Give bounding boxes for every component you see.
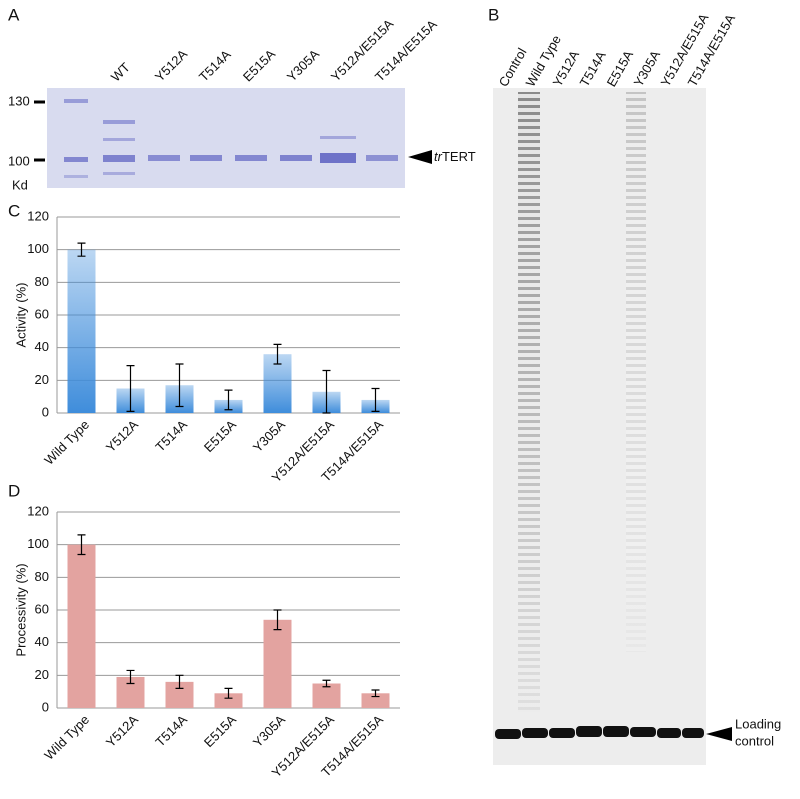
annotation: control	[735, 733, 774, 748]
y-axis-title: Activity (%)	[13, 283, 28, 348]
lane-labels: WT Y512A T514A E515A Y305A Y512A/E515AT514A/E…	[108, 16, 440, 85]
loading-bands	[495, 726, 704, 739]
marker-label: 100	[8, 153, 30, 168]
lane-label: E515A	[240, 46, 278, 84]
y-tick-label: 40	[35, 339, 49, 354]
y-tick-label: 60	[35, 601, 49, 616]
bar	[67, 249, 96, 413]
error-bar	[273, 609, 282, 631]
y-tick-label: 100	[27, 536, 49, 551]
bar	[214, 693, 243, 708]
y-tick-label: 80	[35, 569, 49, 584]
annotation: trTERT	[434, 149, 476, 164]
x-tick-label: E515A	[201, 712, 239, 750]
gel-bands	[64, 99, 398, 178]
error-bar	[126, 669, 135, 685]
error-bar	[224, 687, 233, 699]
error-bar	[322, 679, 331, 688]
lane-label: T514A	[196, 47, 234, 85]
panel-label: D	[8, 481, 20, 500]
lane-fade	[518, 92, 540, 712]
error-bar	[77, 242, 86, 257]
error-bar	[371, 689, 380, 698]
x-tick-label: Y512A	[103, 417, 141, 455]
x-tick-label: T514A	[152, 712, 190, 750]
y-tick-label: 20	[35, 372, 49, 387]
marker-label: 130	[8, 93, 30, 108]
panel-label: A	[8, 5, 20, 24]
x-tick-label: Y305A	[250, 417, 288, 455]
x-tick-label: Y512A	[103, 712, 141, 750]
annotation-text: TERT	[442, 149, 476, 164]
y-tick-label: 100	[27, 241, 49, 256]
error-bar	[175, 674, 184, 689]
y-tick-label: 120	[27, 503, 49, 518]
error-bar	[126, 365, 135, 412]
x-tick-label: E515A	[201, 417, 239, 455]
y-tick-label: 0	[42, 699, 49, 714]
annotation: Loading	[735, 716, 781, 731]
lane-fade	[626, 92, 646, 652]
annotation-prefix: tr	[434, 149, 443, 164]
y-tick-label: 120	[27, 208, 49, 223]
marker-unit: Kd	[12, 177, 28, 192]
y-tick-label: 80	[35, 274, 49, 289]
x-tick-label: Y305A	[250, 712, 288, 750]
error-bar	[322, 369, 331, 414]
arrow	[706, 727, 732, 741]
lane-label: Y512A	[152, 46, 190, 84]
error-bar	[224, 389, 233, 411]
y-tick-label: 40	[35, 634, 49, 649]
error-bar	[371, 387, 380, 412]
y-axis-title: Processivity (%)	[13, 563, 28, 656]
x-tick-label: Wild Type	[41, 712, 92, 763]
lane-label: Y305A	[284, 46, 322, 84]
y-tick-label: 0	[42, 404, 49, 419]
arrow	[408, 150, 432, 164]
y-tick-label: 20	[35, 667, 49, 682]
panel-label: B	[488, 5, 499, 24]
bar	[312, 683, 341, 708]
error-bar	[77, 534, 86, 556]
x-tick-label: Wild Type	[41, 417, 92, 468]
bar	[263, 619, 292, 708]
y-tick-label: 60	[35, 306, 49, 321]
x-tick-label: T514A	[152, 417, 190, 455]
error-bar	[273, 343, 282, 365]
error-bar	[175, 363, 184, 408]
panel-label: C	[8, 201, 20, 220]
bar	[67, 544, 96, 708]
lane-label: WT	[108, 60, 133, 85]
bar	[361, 693, 390, 708]
